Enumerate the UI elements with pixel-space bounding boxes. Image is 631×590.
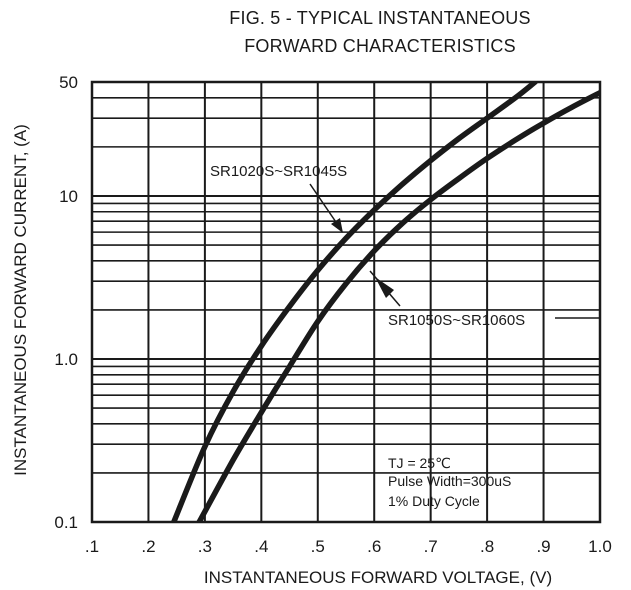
- y-tick-label: 0.1: [54, 513, 78, 532]
- series-line-2: [196, 89, 600, 522]
- y-tick-label: 10: [59, 187, 78, 206]
- x-tick-label: .6: [367, 537, 381, 556]
- chart-series: [171, 82, 600, 522]
- chart-grid: [90, 80, 602, 524]
- series1-leader: [309, 183, 341, 229]
- x-tick-label: .8: [480, 537, 494, 556]
- series2-label: SR1050S~SR1060S: [388, 312, 525, 329]
- x-tick-label: .3: [198, 537, 212, 556]
- conditions-tj: TJ = 25℃: [388, 455, 451, 471]
- chart-tick-labels: .1 .2 .3 .4 .5 .6 .7 .8 .9 1.0 0.1 1.0 10 50: [54, 73, 611, 556]
- x-tick-label: .4: [254, 537, 268, 556]
- y-tick-label: 50: [59, 73, 78, 92]
- conditions-pulse: Pulse Width=300uS: [388, 473, 511, 489]
- x-tick-label: 1.0: [588, 537, 612, 556]
- x-tick-label: .5: [311, 537, 325, 556]
- y-tick-label: 1.0: [54, 350, 78, 369]
- x-tick-label: .2: [141, 537, 155, 556]
- series1-label: SR1020S~SR1045S: [210, 163, 347, 180]
- series2-arrowhead: [375, 277, 394, 298]
- x-tick-label: .9: [536, 537, 550, 556]
- series1-arrowhead: [331, 218, 343, 233]
- chart-title-line1: FIG. 5 - TYPICAL INSTANTANEOUS: [229, 8, 531, 28]
- x-tick-label: .7: [424, 537, 438, 556]
- conditions-duty: 1% Duty Cycle: [388, 493, 480, 509]
- plot-frame: [90, 80, 602, 524]
- y-axis-label: INSTANTANEOUS FORWARD CURRENT, (A): [11, 124, 30, 476]
- x-axis-label: INSTANTANEOUS FORWARD VOLTAGE, (V): [204, 568, 552, 587]
- x-tick-label: .1: [85, 537, 99, 556]
- chart-title-line2: FORWARD CHARACTERISTICS: [244, 36, 516, 56]
- chart-annotations: SR1020S~SR1045S SR1050S~SR1060S TJ = 25℃…: [210, 163, 600, 509]
- series-line-1: [171, 82, 538, 522]
